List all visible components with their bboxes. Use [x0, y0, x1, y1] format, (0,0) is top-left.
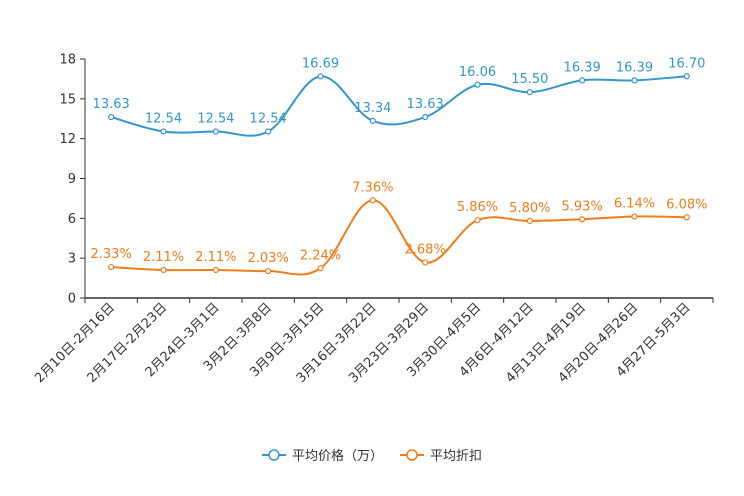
legend-label: 平均折扣	[430, 449, 482, 464]
legend[interactable]: 平均价格（万） 平均折扣	[262, 448, 482, 464]
data-label: 12.54	[197, 111, 234, 126]
legend-marker-icon	[268, 449, 280, 461]
data-point	[108, 113, 115, 121]
data-point	[526, 89, 533, 96]
data-label: 5.80%	[509, 201, 550, 216]
y-tick-label: 6	[68, 212, 76, 227]
data-label: 2.11%	[195, 250, 236, 265]
legend-item-1[interactable]: 平均价格（万）	[262, 448, 383, 464]
data-point	[212, 128, 219, 135]
data-point	[212, 266, 219, 274]
data-point	[474, 217, 481, 224]
legend-marker-icon	[406, 449, 418, 461]
data-point	[108, 263, 115, 271]
data-point	[579, 216, 586, 223]
y-tick-label: 0	[68, 292, 76, 307]
y-tick-label: 9	[68, 172, 76, 187]
data-point	[160, 128, 167, 135]
data-label: 16.39	[564, 60, 601, 75]
data-point	[317, 265, 324, 272]
data-point	[422, 113, 429, 121]
legend-label: 平均价格（万）	[292, 448, 383, 464]
data-label: 6.08%	[666, 197, 707, 212]
y-tick-label: 3	[68, 252, 76, 267]
data-point	[160, 266, 167, 274]
y-tick-label: 15	[59, 92, 76, 107]
data-label: 13.63	[93, 97, 130, 112]
data-point	[265, 267, 272, 275]
data-point	[369, 197, 376, 204]
legend-item-2[interactable]: 平均折扣	[400, 449, 482, 464]
data-point	[683, 73, 690, 80]
data-point	[474, 81, 481, 88]
data-label: 2.03%	[248, 251, 289, 266]
data-point	[683, 214, 690, 221]
data-label: 7.36%	[352, 180, 393, 195]
data-label: 16.06	[459, 65, 496, 80]
series-layer	[108, 73, 690, 276]
data-label: 12.54	[145, 111, 182, 126]
data-label: 2.24%	[300, 248, 341, 263]
y-tick-label: 18	[59, 53, 76, 68]
data-point	[631, 77, 638, 84]
data-label: 2.33%	[91, 247, 132, 262]
data-label: 6.14%	[614, 196, 655, 211]
data-point	[317, 73, 324, 80]
data-label: 15.50	[511, 72, 548, 87]
data-label: 2.11%	[143, 250, 184, 265]
data-point	[526, 217, 533, 225]
data-label: 16.70	[668, 56, 705, 71]
data-labels: 13.63 12.54 12.54 12.54 16.69 13.34 13.63 16.06…	[91, 56, 708, 266]
series-line-1	[110, 75, 687, 137]
y-tick-label: 12	[59, 132, 76, 147]
data-point	[422, 259, 429, 266]
data-label: 12.54	[250, 111, 287, 126]
data-point	[369, 117, 376, 124]
data-point	[265, 128, 272, 135]
data-point	[631, 213, 638, 220]
data-label: 5.86%	[457, 200, 498, 215]
data-label: 16.39	[616, 60, 653, 75]
data-label: 13.34	[354, 101, 391, 116]
data-label: 2.68%	[405, 242, 446, 257]
data-label: 5.93%	[562, 199, 603, 214]
data-label: 16.69	[302, 56, 339, 71]
data-point	[579, 77, 586, 84]
data-label: 13.63	[407, 97, 444, 112]
